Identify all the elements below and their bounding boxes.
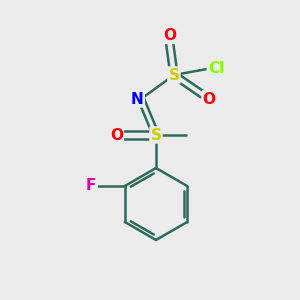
Text: O: O — [163, 28, 176, 43]
Text: N: N — [131, 92, 144, 106]
Text: O: O — [202, 92, 216, 106]
Text: Cl: Cl — [208, 61, 224, 76]
Text: S: S — [169, 68, 179, 82]
Text: S: S — [151, 128, 161, 142]
Text: O: O — [110, 128, 123, 142]
Text: F: F — [86, 178, 96, 194]
